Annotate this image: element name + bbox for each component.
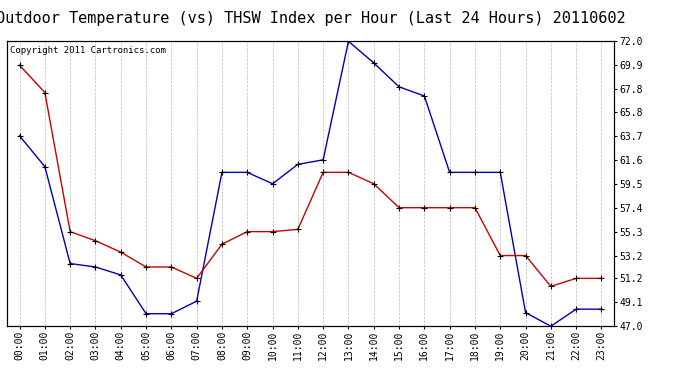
Text: Outdoor Temperature (vs) THSW Index per Hour (Last 24 Hours) 20110602: Outdoor Temperature (vs) THSW Index per … <box>0 11 625 26</box>
Text: Copyright 2011 Cartronics.com: Copyright 2011 Cartronics.com <box>10 45 166 54</box>
